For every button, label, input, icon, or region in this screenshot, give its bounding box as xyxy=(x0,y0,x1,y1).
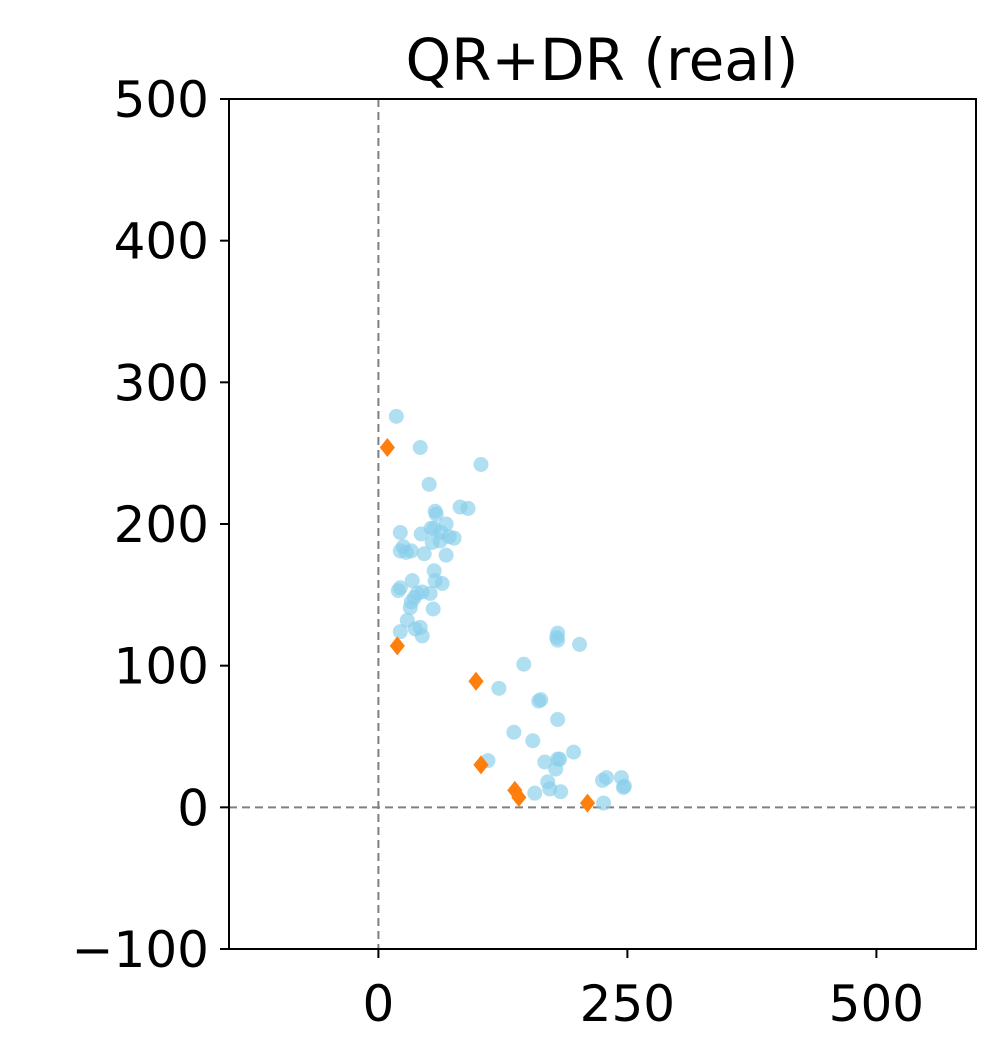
data-point-circle xyxy=(414,628,430,644)
chart-title: QR+DR (real) xyxy=(405,26,798,94)
y-tick-label: 400 xyxy=(114,213,209,271)
data-point-circle xyxy=(402,600,418,616)
y-tick-label: 0 xyxy=(177,779,209,837)
data-point-circle xyxy=(615,780,631,795)
data-point-circle xyxy=(553,784,569,800)
data-point-circle xyxy=(413,526,429,542)
data-point-circle xyxy=(428,506,444,522)
data-point-circle xyxy=(460,500,476,516)
x-tick-label: 500 xyxy=(829,975,924,1033)
data-point-circle xyxy=(550,632,566,648)
y-tick-label: 300 xyxy=(114,354,209,412)
data-point-circle xyxy=(388,408,404,424)
data-point-diamond xyxy=(473,755,489,775)
data-point-diamond xyxy=(511,787,527,807)
data-point-circle xyxy=(572,636,588,652)
y-axis: −100 0 100 200 300 400 500 xyxy=(72,71,229,979)
data-point-circle xyxy=(491,680,507,696)
x-tick-label: 0 xyxy=(362,975,394,1033)
data-point-circle xyxy=(566,744,582,760)
y-tick-label: −100 xyxy=(72,921,209,979)
data-point-circle xyxy=(595,795,611,811)
y-tick-label: 100 xyxy=(114,638,209,696)
data-point-diamond xyxy=(389,636,405,656)
data-point-circle xyxy=(438,547,454,563)
data-point-circle xyxy=(390,583,406,599)
data-point-circle xyxy=(425,601,441,617)
data-point-circle xyxy=(548,761,564,777)
data-point-circle xyxy=(422,585,438,601)
plot-frame xyxy=(228,98,977,950)
data-point-circle xyxy=(516,656,532,672)
x-axis: 0 250 500 xyxy=(362,949,924,1033)
data-point-diamond xyxy=(379,438,395,457)
data-point-circle xyxy=(533,692,549,708)
x-tick-label: 250 xyxy=(580,975,675,1033)
data-point-circle xyxy=(392,624,408,640)
data-point-diamond xyxy=(468,671,484,691)
data-point-circle xyxy=(412,440,428,455)
data-point-circle xyxy=(473,457,489,472)
data-point-diamond xyxy=(507,780,523,800)
data-point-circle xyxy=(434,576,450,591)
data-point-circle xyxy=(550,712,566,727)
data-point-circle xyxy=(506,724,522,740)
data-point-circle xyxy=(446,530,462,546)
data-point-diamond xyxy=(579,793,596,813)
data-point-circle xyxy=(424,534,440,550)
data-point-circle xyxy=(527,785,543,801)
data-point-circle xyxy=(421,476,437,492)
data-point-circle xyxy=(403,543,419,559)
y-tick-label: 500 xyxy=(114,71,209,129)
data-point-circle xyxy=(392,525,408,540)
data-point-circle xyxy=(525,733,541,749)
data-point-circle xyxy=(598,770,614,786)
data-point-circle xyxy=(416,546,432,562)
data-point-circle xyxy=(537,754,553,770)
data-point-circle xyxy=(392,543,408,559)
y-tick-label: 200 xyxy=(114,496,209,554)
plot-area xyxy=(228,98,977,950)
data-point-circle xyxy=(404,573,420,589)
